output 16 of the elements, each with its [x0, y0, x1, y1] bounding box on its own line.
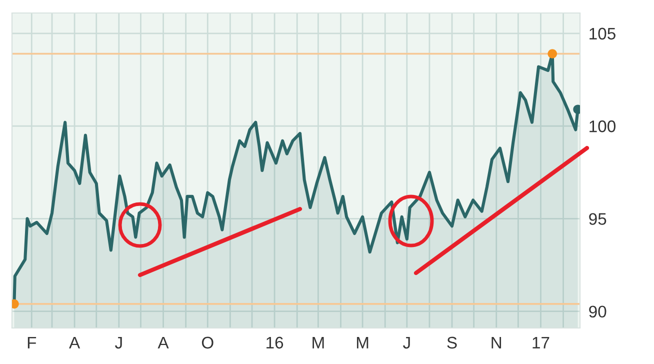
x-tick-label: A [158, 336, 169, 348]
x-tick-label: 16 [266, 336, 284, 349]
x-tick-label: O [202, 336, 214, 349]
y-tick-label: 90 [589, 306, 606, 318]
y-tick-label: 100 [590, 120, 616, 132]
x-tick-label: 17 [532, 336, 550, 348]
x-tick-label: M [356, 336, 368, 348]
x-tick-label: N [492, 336, 502, 348]
x-tick-label: J [403, 336, 410, 349]
y-tick-label: 105 [590, 28, 616, 40]
x-tick-label: S [447, 336, 457, 349]
x-tick-label: F [28, 336, 36, 348]
x-tick-label: A [69, 336, 80, 348]
y-tick-label: 95 [589, 213, 606, 225]
x-tick-label: M [312, 336, 324, 348]
x-tick-label: J [115, 336, 122, 349]
